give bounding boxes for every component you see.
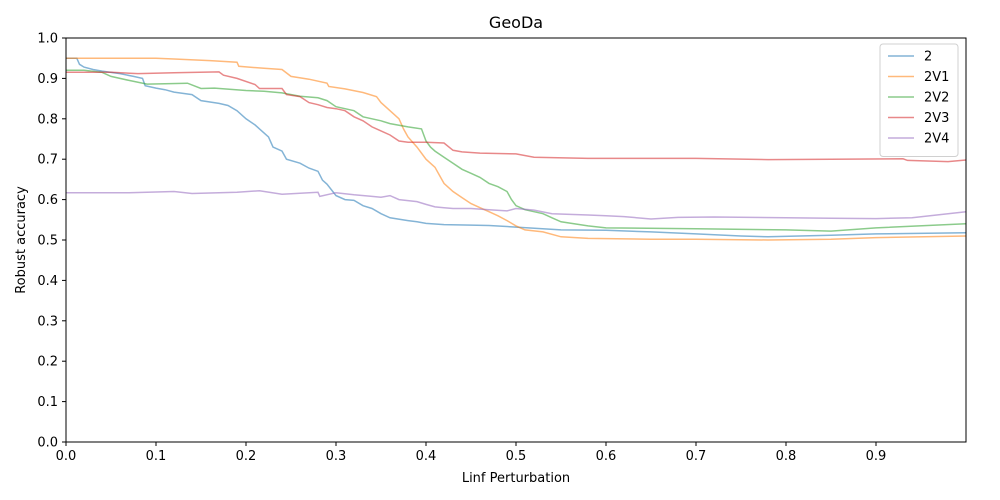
y-axis: 0.0 0.1 0.2 0.3 0.4 0.5 0.6 0.7 0.8 0.9 1.0 [37,32,66,451]
x-tick-label: 0.5 [506,449,527,464]
legend-label: 2 [924,50,932,65]
legend-label: 2V1 [924,70,949,85]
x-tick-label: 0.7 [686,449,707,464]
y-tick-label: 0.6 [37,193,58,208]
series-line-2V1 [66,57,967,241]
chart-title: GeoDa [489,13,543,32]
y-tick-label: 0.0 [37,436,58,451]
y-tick-label: 1.0 [37,32,58,47]
series-layer [66,57,967,241]
y-tick-label: 0.1 [37,395,58,410]
series-line-2V2 [66,69,967,232]
x-tick-label: 0.0 [56,449,77,464]
x-axis: 0.0 0.1 0.2 0.3 0.4 0.5 0.6 0.7 0.8 0.9 [56,442,887,464]
legend-label: 2V4 [924,132,949,147]
x-tick-label: 0.4 [416,449,437,464]
y-tick-label: 0.2 [37,355,58,370]
legend-box [879,43,959,157]
x-tick-label: 0.1 [146,449,167,464]
y-tick-label: 0.9 [37,72,58,87]
series-line-2 [66,57,967,238]
x-tick-label: 0.8 [776,449,797,464]
x-axis-label: Linf Perturbation [462,471,570,486]
y-tick-label: 0.5 [37,234,58,249]
y-tick-label: 0.8 [37,112,58,127]
x-tick-label: 0.6 [596,449,617,464]
legend-label: 2V2 [924,91,949,106]
y-tick-label: 0.3 [37,314,58,329]
series-line-2V3 [66,71,967,163]
y-axis-label: Robust accuracy [14,186,29,294]
plot-frame [65,37,967,443]
series-line-2V4 [66,189,967,220]
y-tick-label: 0.7 [37,153,58,168]
legend-label: 2V3 [924,111,949,126]
x-tick-label: 0.2 [236,449,257,464]
x-tick-label: 0.3 [326,449,347,464]
legend: 2 2V1 2V2 2V3 2V4 [879,43,959,157]
y-tick-label: 0.4 [37,274,58,289]
x-tick-label: 0.9 [866,449,887,464]
